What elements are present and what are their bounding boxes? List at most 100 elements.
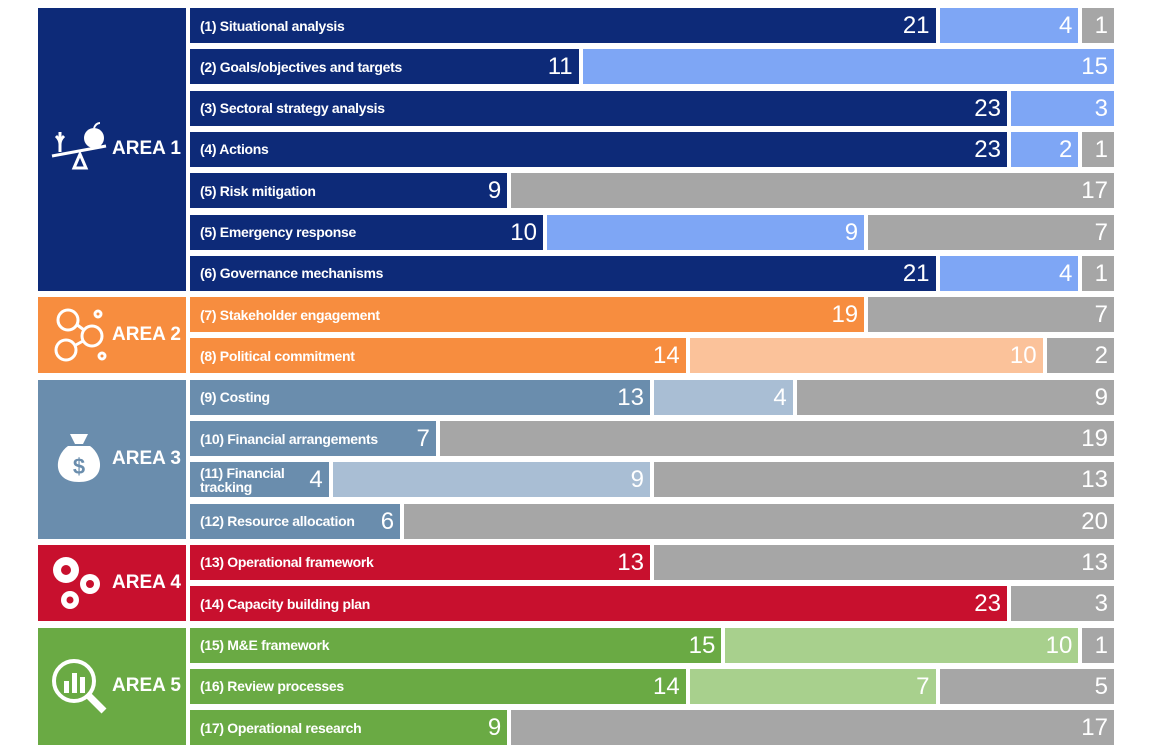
value-label: 1 <box>1095 628 1108 663</box>
row-label: (4) Actions <box>200 132 269 167</box>
value-label: 1 <box>1095 256 1108 291</box>
bar-segment: 4 <box>654 380 793 415</box>
chart: AREA 1 AREA 2 $ AREA 3 AREA 4 AREA 5 (1) Situa… <box>0 0 1152 720</box>
area-block: AREA 1 <box>38 8 186 291</box>
bar-segment: (11) Financial tracking 4 <box>190 462 329 497</box>
bar-segment: 1 <box>1082 256 1114 291</box>
bar-segment: (8) Political commitment 14 <box>190 338 686 373</box>
row-label: (11) Financial tracking <box>200 462 293 497</box>
value-label: 14 <box>653 669 680 704</box>
bar-segment: 7 <box>690 669 936 704</box>
bar-segment: 2 <box>1047 338 1114 373</box>
bar-segment: (9) Costing 13 <box>190 380 650 415</box>
value-label: 15 <box>689 628 716 663</box>
area-block: AREA 2 <box>38 297 186 373</box>
value-label: 19 <box>831 297 858 332</box>
area-label: AREA 5 <box>112 675 181 697</box>
svg-text:$: $ <box>73 454 85 479</box>
value-label: 9 <box>631 462 644 497</box>
value-label: 15 <box>1081 49 1108 84</box>
bar-segment: 1 <box>1082 628 1114 663</box>
bar-segment: 15 <box>583 49 1114 84</box>
area-label: AREA 2 <box>112 324 181 346</box>
value-label: 9 <box>845 215 858 250</box>
bar-segment: 9 <box>797 380 1114 415</box>
value-label: 13 <box>617 545 644 580</box>
value-label: 23 <box>974 91 1001 126</box>
bar-segment: 9 <box>333 462 650 497</box>
value-label: 11 <box>548 49 573 84</box>
bar-segment: 13 <box>654 462 1114 497</box>
area-block: AREA 5 <box>38 628 186 745</box>
area-icon <box>46 653 112 719</box>
value-label: 21 <box>903 256 930 291</box>
bar-segment: 4 <box>940 256 1079 291</box>
value-label: 9 <box>1095 380 1108 415</box>
row-label: (10) Financial arrangements <box>200 421 378 456</box>
bar-segment: 4 <box>940 8 1079 43</box>
value-label: 5 <box>1095 669 1108 704</box>
value-label: 10 <box>510 215 537 250</box>
value-label: 4 <box>309 462 322 497</box>
bar-segment: 13 <box>654 545 1114 580</box>
area-block: $ AREA 3 <box>38 380 186 539</box>
value-label: 14 <box>653 338 680 373</box>
value-label: 13 <box>617 380 644 415</box>
value-label: 7 <box>916 669 929 704</box>
row-label: (7) Stakeholder engagement <box>200 297 380 332</box>
row-label: (6) Governance mechanisms <box>200 256 383 291</box>
area-icon: $ <box>46 426 112 492</box>
bar-segment: 7 <box>868 297 1114 332</box>
value-label: 3 <box>1095 91 1108 126</box>
value-label: 1 <box>1095 8 1108 43</box>
row-label: (8) Political commitment <box>200 338 355 373</box>
bar-segment: 1 <box>1082 8 1114 43</box>
row-label: (12) Resource allocation <box>200 504 355 539</box>
row-label: (5) Risk mitigation <box>200 173 316 208</box>
bar-segment: 2 <box>1011 132 1078 167</box>
value-label: 23 <box>974 586 1001 621</box>
row-label: (5) Emergency response <box>200 215 356 250</box>
bar-segment: 3 <box>1011 91 1114 126</box>
value-label: 4 <box>773 380 786 415</box>
row-label: (15) M&E framework <box>200 628 329 663</box>
row-label: (13) Operational framework <box>200 545 373 580</box>
bar-segment: 1 <box>1082 132 1114 167</box>
bar-segment: (7) Stakeholder engagement 19 <box>190 297 864 332</box>
value-label: 20 <box>1081 504 1108 539</box>
area-label: AREA 3 <box>112 448 181 470</box>
bar-segment: (5) Emergency response 10 <box>190 215 543 250</box>
value-label: 7 <box>1095 215 1108 250</box>
area-block: AREA 4 <box>38 545 186 621</box>
bar-segment: (16) Review processes 14 <box>190 669 686 704</box>
bar-segment: (15) M&E framework 15 <box>190 628 721 663</box>
value-label: 2 <box>1059 132 1072 167</box>
value-label: 19 <box>1081 421 1108 456</box>
value-label: 10 <box>1010 338 1037 373</box>
area-label: AREA 4 <box>112 572 181 594</box>
bar-segment: 10 <box>725 628 1078 663</box>
row-label: (16) Review processes <box>200 669 344 704</box>
value-label: 9 <box>488 710 501 745</box>
area-icon <box>46 302 112 368</box>
value-label: 17 <box>1081 710 1108 745</box>
value-label: 13 <box>1081 545 1108 580</box>
value-label: 13 <box>1081 462 1108 497</box>
bar-segment: 9 <box>547 215 864 250</box>
value-label: 4 <box>1059 8 1072 43</box>
value-label: 17 <box>1081 173 1108 208</box>
value-label: 7 <box>1095 297 1108 332</box>
value-label: 6 <box>381 504 394 539</box>
bar-segment: 19 <box>440 421 1114 456</box>
row-label: (9) Costing <box>200 380 270 415</box>
value-label: 10 <box>1046 628 1073 663</box>
value-label: 4 <box>1059 256 1072 291</box>
bar-segment: 7 <box>868 215 1114 250</box>
row-label: (14) Capacity building plan <box>200 586 370 621</box>
